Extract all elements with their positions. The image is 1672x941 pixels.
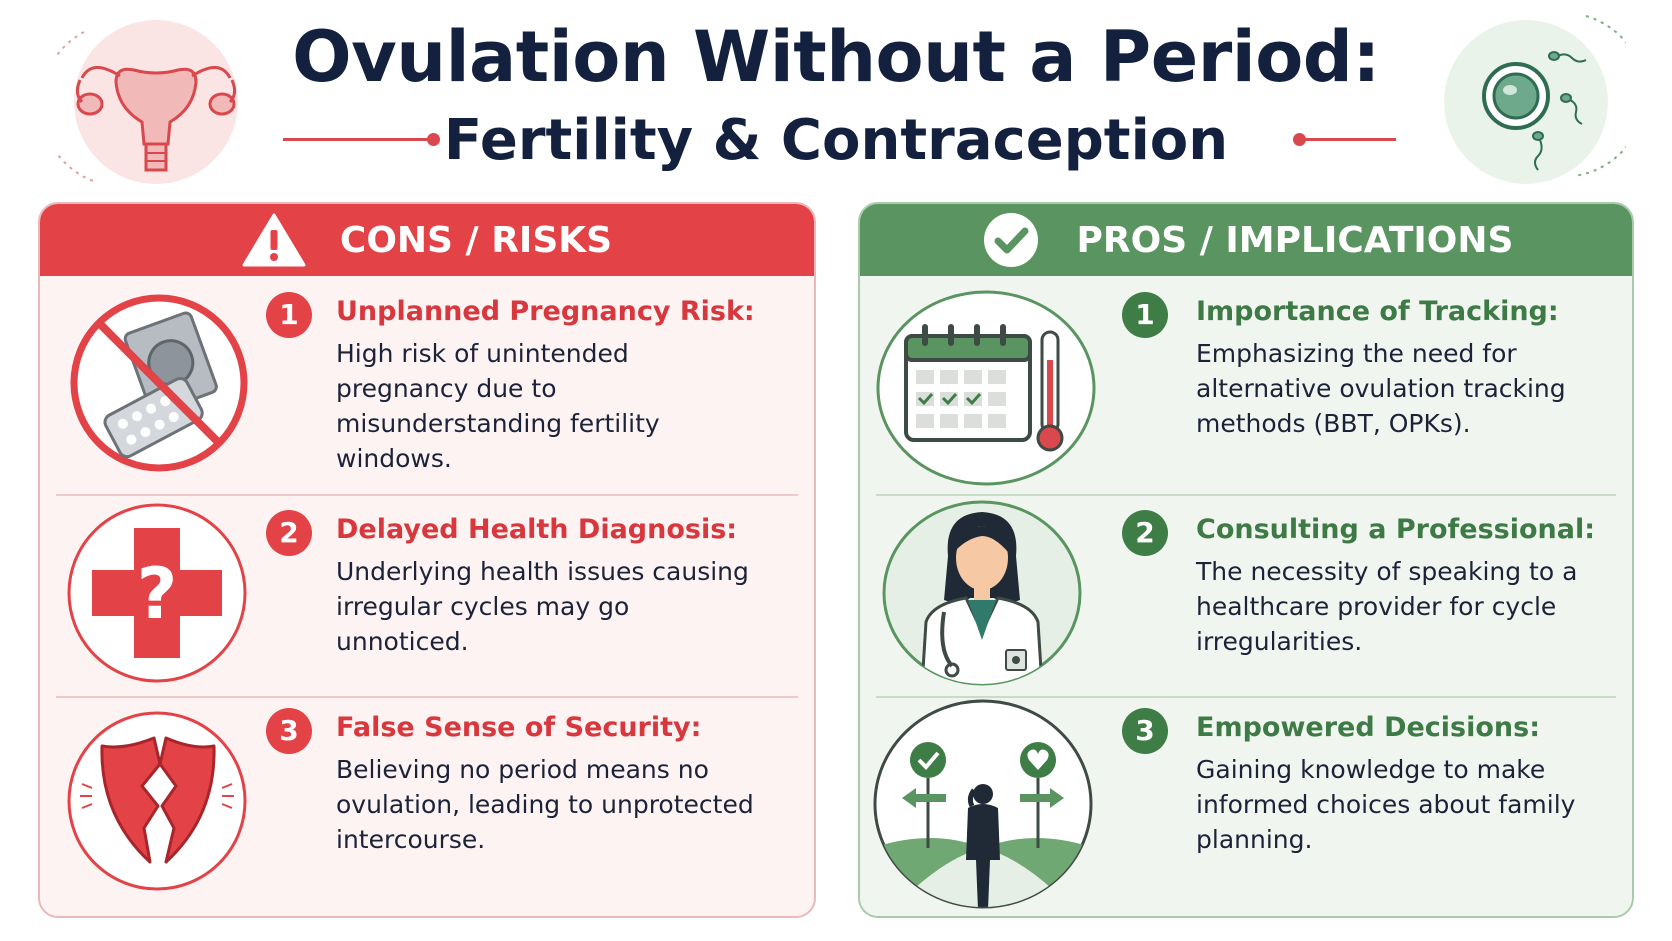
cons-divider-2 xyxy=(56,696,798,698)
pros-desc-2: The necessity of speaking to a healthcar… xyxy=(1196,557,1578,656)
no-contraception-icon xyxy=(64,288,254,478)
cons-title-1: Unplanned Pregnancy Risk: xyxy=(336,296,755,327)
pros-title-2: Consulting a Professional: xyxy=(1196,514,1596,545)
medical-question-icon: ? xyxy=(64,500,250,686)
pros-desc-1: Emphasizing the need for alternative ovu… xyxy=(1196,339,1566,438)
pros-item-3: 3 Empowered Decisions: Gaining knowledge… xyxy=(860,698,1632,912)
pros-title-1: Importance of Tracking: xyxy=(1196,296,1559,327)
broken-shield-icon xyxy=(62,706,252,896)
pros-header: PROS / IMPLICATIONS xyxy=(860,204,1632,276)
pros-item-2: 2 Consulting a Professional: The necessi… xyxy=(860,498,1632,692)
cons-badge-3: 3 xyxy=(266,708,312,754)
calendar-thermometer-icon xyxy=(874,290,1098,486)
doctor-icon xyxy=(882,500,1082,686)
title-right-dot xyxy=(1293,133,1306,146)
pros-badge-1: 1 xyxy=(1122,292,1168,338)
svg-text:?: ? xyxy=(137,553,178,635)
pros-divider-1 xyxy=(876,494,1616,496)
cons-divider-1 xyxy=(56,494,798,496)
cons-title-2: Delayed Health Diagnosis: xyxy=(336,514,738,545)
egg-and-sperm-icon xyxy=(1426,12,1647,188)
pros-desc-3: Gaining knowledge to make informed choic… xyxy=(1196,755,1576,854)
cons-badge-2: 2 xyxy=(266,510,312,556)
cons-item-1: 1 Unplanned Pregnancy Risk: High risk of… xyxy=(40,276,814,473)
title-left-line xyxy=(283,138,433,141)
pros-title-3: Empowered Decisions: xyxy=(1196,712,1541,743)
uterus-icon xyxy=(39,12,246,188)
pros-item-1: 1 Importance of Tracking: Emphasizing th… xyxy=(860,276,1632,486)
pros-badge-2: 2 xyxy=(1122,510,1168,556)
title-right-line xyxy=(1302,138,1396,141)
page-title: Ovulation Without a Period: xyxy=(292,16,1380,98)
pros-badge-3: 3 xyxy=(1122,708,1168,754)
cons-item-3: 3 False Sense of Security: Believing no … xyxy=(40,698,814,908)
title-left-dot xyxy=(427,133,440,146)
pros-divider-2 xyxy=(876,696,1616,698)
cons-title-3: False Sense of Security: xyxy=(336,712,702,743)
cons-badge-1: 1 xyxy=(266,292,312,338)
cons-heading: CONS / RISKS xyxy=(339,219,613,261)
cons-panel: CONS / RISKS xyxy=(38,202,816,918)
cons-desc-2: Underlying health issues causing irregul… xyxy=(336,557,749,656)
crossroads-decision-icon xyxy=(872,698,1094,910)
check-circle-icon xyxy=(979,212,1043,268)
cons-desc-1: High risk of unintended pregnancy due to… xyxy=(336,339,660,473)
cons-header: CONS / RISKS xyxy=(40,204,814,276)
page-subtitle: Fertility & Contraception xyxy=(443,108,1229,173)
cons-desc-3: Believing no period means no ovulation, … xyxy=(336,755,754,854)
pros-heading: PROS / IMPLICATIONS xyxy=(1076,219,1514,261)
cons-item-2: ? 2 Delayed Health Diagnosis: Underlying… xyxy=(40,498,814,692)
warning-icon xyxy=(242,212,306,268)
pros-panel: PROS / IMPLICATIONS xyxy=(858,202,1634,918)
